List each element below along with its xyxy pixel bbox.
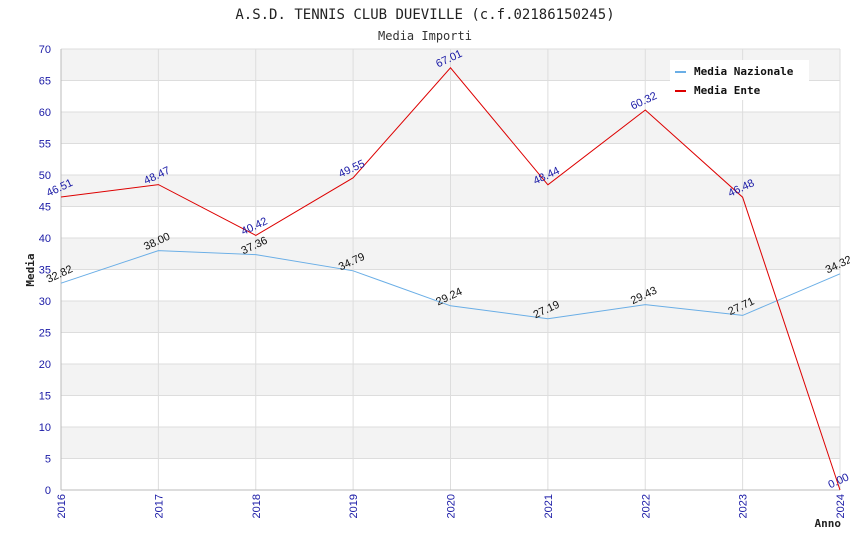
y-axis-label: Media — [24, 253, 37, 286]
legend-label-media-nazionale: Media Nazionale — [694, 65, 794, 78]
x-tick-label: 2021 — [543, 494, 555, 518]
y-tick-label: 70 — [39, 44, 51, 56]
y-tick-label: 0 — [45, 485, 51, 497]
x-tick-label: 2023 — [738, 494, 750, 518]
x-tick-label: 2016 — [56, 494, 68, 518]
x-tick-label: 2024 — [835, 494, 847, 518]
series-lines — [60, 67, 841, 491]
x-axis-ticks: 2016 2017 2018 2019 2020 2021 2022 2023 2024 — [56, 494, 847, 518]
x-axis-label: Anno — [815, 517, 842, 530]
legend: Media Nazionale Media Ente — [670, 60, 809, 100]
y-axis-ticks: 0 5 10 15 20 25 30 35 40 45 50 55 60 65 70 — [39, 44, 51, 497]
y-tick-label: 40 — [39, 233, 51, 245]
legend-label-media-ente: Media Ente — [694, 84, 761, 97]
y-tick-label: 15 — [39, 391, 51, 403]
y-tick-label: 60 — [39, 107, 51, 119]
x-tick-label: 2022 — [640, 494, 652, 518]
x-tick-label: 2020 — [446, 494, 458, 518]
y-tick-label: 35 — [39, 265, 51, 277]
y-tick-label: 5 — [45, 454, 51, 466]
x-tick-label: 2018 — [251, 494, 263, 518]
legend-box — [670, 60, 809, 100]
chart-subtitle: Media Importi — [378, 29, 472, 43]
y-tick-label: 25 — [39, 328, 51, 340]
grid-lines — [60, 48, 841, 491]
x-tick-label: 2019 — [348, 494, 360, 518]
y-tick-label: 55 — [39, 139, 51, 151]
y-tick-label: 10 — [39, 422, 51, 434]
y-tick-label: 45 — [39, 202, 51, 214]
y-tick-label: 20 — [39, 359, 51, 371]
series-line-media-nazionale — [60, 250, 841, 320]
y-tick-label: 65 — [39, 76, 51, 88]
axes — [60, 49, 840, 491]
series-line-media-ente — [60, 67, 841, 491]
y-tick-label: 30 — [39, 296, 51, 308]
y-tick-label: 50 — [39, 170, 51, 182]
chart-title: A.S.D. TENNIS CLUB DUEVILLE (c.f.0218615… — [235, 7, 614, 23]
x-tick-label: 2017 — [153, 494, 165, 518]
